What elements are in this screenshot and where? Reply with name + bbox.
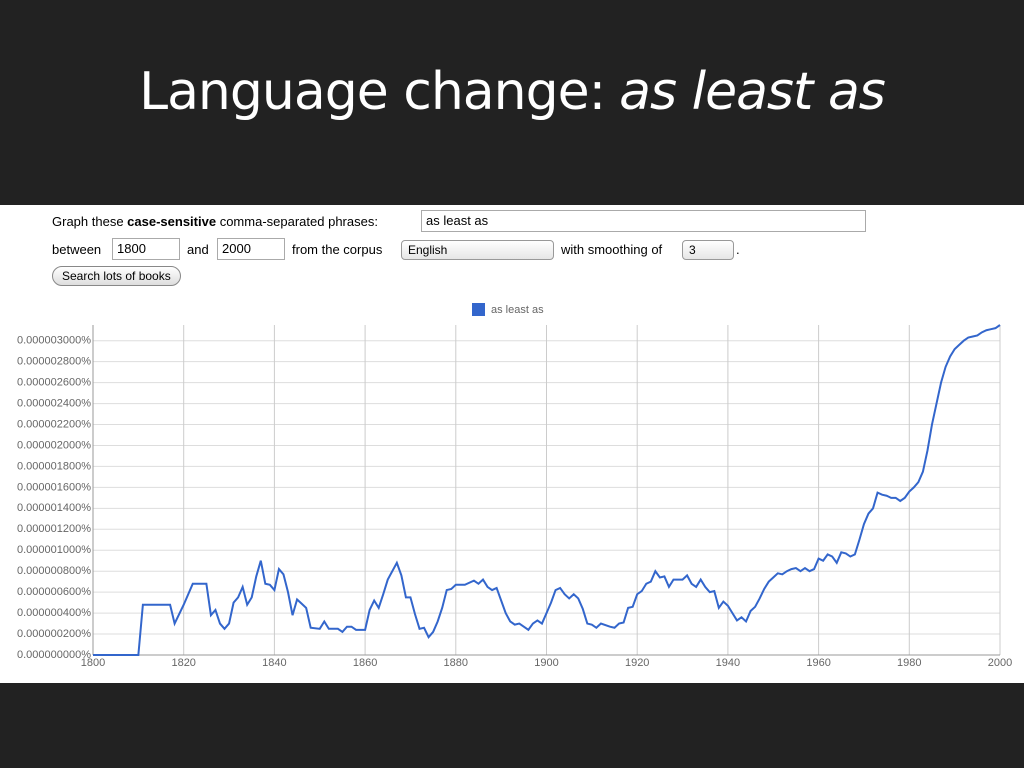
legend-label: as least as — [491, 304, 544, 316]
y-tick-label: 0.000001400% — [17, 502, 91, 514]
y-tick-label: 0.000001000% — [17, 544, 91, 556]
label-end: comma-separated phrases: — [219, 214, 378, 229]
x-tick-label: 1860 — [353, 657, 377, 669]
y-tick-label: 0.000001600% — [17, 481, 91, 493]
y-tick-label: 0.000000800% — [17, 565, 91, 577]
y-tick-label: 0.000002400% — [17, 397, 91, 409]
screenshot: Graph these case-sensitive comma-separat… — [0, 205, 1024, 683]
smoothing-select[interactable]: 3 — [682, 240, 734, 260]
y-tick-label: 0.000002800% — [17, 356, 91, 368]
end-year-input[interactable]: 2000 — [217, 238, 285, 260]
y-tick-label: 0.000000600% — [17, 586, 91, 598]
phrase-input[interactable]: as least as — [421, 210, 866, 232]
label-bold: case-sensitive — [127, 214, 217, 229]
y-tick-label: 0.000002000% — [17, 439, 91, 451]
y-tick-label: 0.000001200% — [17, 523, 91, 535]
y-tick-label: 0.000002600% — [17, 377, 91, 389]
y-tick-label: 0.000001800% — [17, 460, 91, 472]
slide-title: Language change: as least as — [0, 62, 1024, 122]
x-tick-label: 1800 — [81, 657, 105, 669]
and-label: and — [187, 242, 209, 257]
y-tick-label: 0.000003000% — [17, 335, 91, 347]
x-tick-label: 1940 — [716, 657, 740, 669]
smoothing-label: with smoothing of — [561, 242, 663, 257]
y-tick-label: 0.000002200% — [17, 418, 91, 430]
corpus-select[interactable]: English — [401, 240, 554, 260]
legend-swatch — [472, 303, 485, 316]
search-button[interactable]: Search lots of books — [52, 266, 181, 286]
title-emphasis: as least as — [619, 62, 886, 122]
start-year-input[interactable]: 1800 — [112, 238, 180, 260]
between-label: between — [52, 242, 102, 257]
x-tick-label: 2000 — [988, 657, 1012, 669]
chart: 0.000000000% 0.000000200% 0.000000400% 0.00… — [17, 303, 1012, 669]
y-tick-label: 0.000000000% — [17, 649, 91, 661]
x-tick-label: 1820 — [171, 657, 195, 669]
period: . — [736, 242, 740, 257]
series-line — [93, 324, 1001, 656]
y-tick-label: 0.000000400% — [17, 607, 91, 619]
y-tick-label: 0.000000200% — [17, 628, 91, 640]
form-label: Graph these case-sensitive comma-separat… — [52, 214, 378, 229]
x-tick-label: 1900 — [534, 657, 558, 669]
x-tick-label: 1920 — [625, 657, 649, 669]
label-start: Graph these — [52, 214, 124, 229]
x-tick-label: 1840 — [262, 657, 286, 669]
corpus-label: from the corpus — [292, 242, 383, 257]
x-tick-label: 1960 — [806, 657, 830, 669]
title-text: Language change: — [139, 62, 606, 122]
x-tick-label: 1880 — [444, 657, 468, 669]
x-tick-label: 1980 — [897, 657, 921, 669]
